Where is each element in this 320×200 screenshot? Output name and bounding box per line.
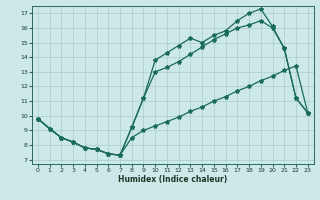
X-axis label: Humidex (Indice chaleur): Humidex (Indice chaleur) xyxy=(118,175,228,184)
